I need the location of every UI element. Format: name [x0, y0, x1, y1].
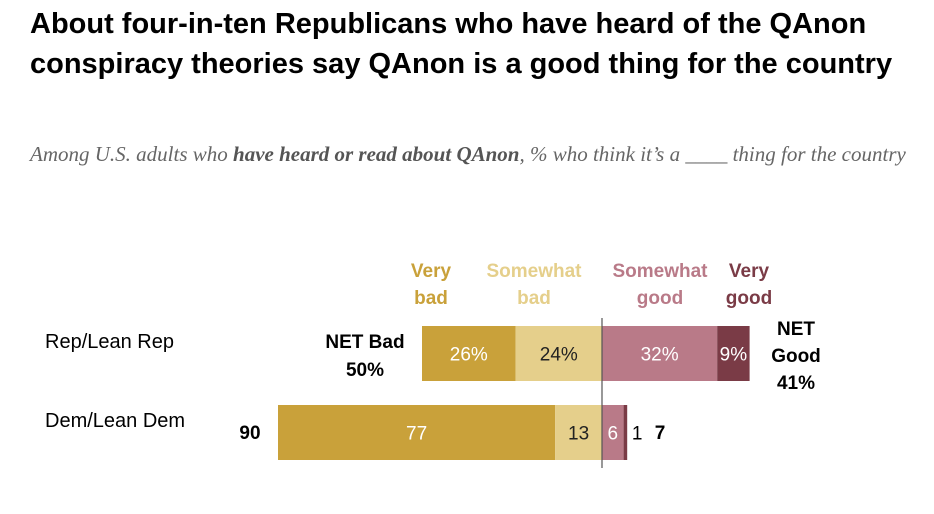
subtitle-text: Among U.S. adults who	[30, 142, 234, 166]
column-header-very-good: Very	[729, 261, 770, 282]
subtitle-text-end: , % who think it’s a ____ thing for the …	[519, 142, 906, 166]
row-label: Dem/Lean Dem	[45, 410, 185, 432]
net-bad-value: 50%	[346, 360, 384, 381]
bar-value-label: 13	[568, 424, 589, 445]
column-header-very-bad: bad	[414, 288, 448, 309]
bar-very-good	[623, 405, 628, 460]
bar-value-label: 77	[406, 424, 427, 445]
bar-somewhat-bad	[555, 405, 602, 460]
column-header-very-bad: Very	[411, 261, 452, 282]
column-header-somewhat-bad: bad	[517, 288, 551, 309]
bar-value-label: 6	[608, 424, 619, 445]
bar-very-good	[717, 326, 750, 381]
column-header-very-good: good	[726, 288, 772, 309]
chart-title: About four-in-ten Republicans who have h…	[30, 8, 893, 80]
column-header-somewhat-good: good	[637, 288, 683, 309]
bar-value-label: 1	[632, 424, 643, 445]
net-good-value: 41%	[777, 373, 815, 394]
net-good-label: Good	[771, 346, 821, 367]
bar-somewhat-good	[602, 405, 624, 460]
bar-very-bad	[278, 405, 556, 460]
bar-value-label: 24%	[540, 345, 578, 366]
bar-value-label: 9%	[720, 345, 748, 366]
subtitle-bold: have heard or read about QAnon	[233, 142, 520, 166]
bar-somewhat-good	[602, 326, 718, 381]
bar-very-bad	[422, 326, 516, 381]
chart-subtitle: Among U.S. adults who have heard or read…	[30, 139, 910, 169]
row-label: Rep/Lean Rep	[45, 331, 174, 353]
net-bad-value: 90	[239, 423, 260, 444]
net-bad-label: NET Bad	[325, 332, 404, 353]
bar-value-label: 32%	[641, 345, 679, 366]
column-header-somewhat-bad: Somewhat	[486, 261, 582, 282]
net-good-label: NET	[777, 319, 815, 340]
bar-somewhat-bad	[515, 326, 602, 381]
net-good-value: 7	[655, 423, 666, 444]
column-header-somewhat-good: Somewhat	[612, 261, 708, 282]
bar-value-label: 26%	[450, 345, 488, 366]
